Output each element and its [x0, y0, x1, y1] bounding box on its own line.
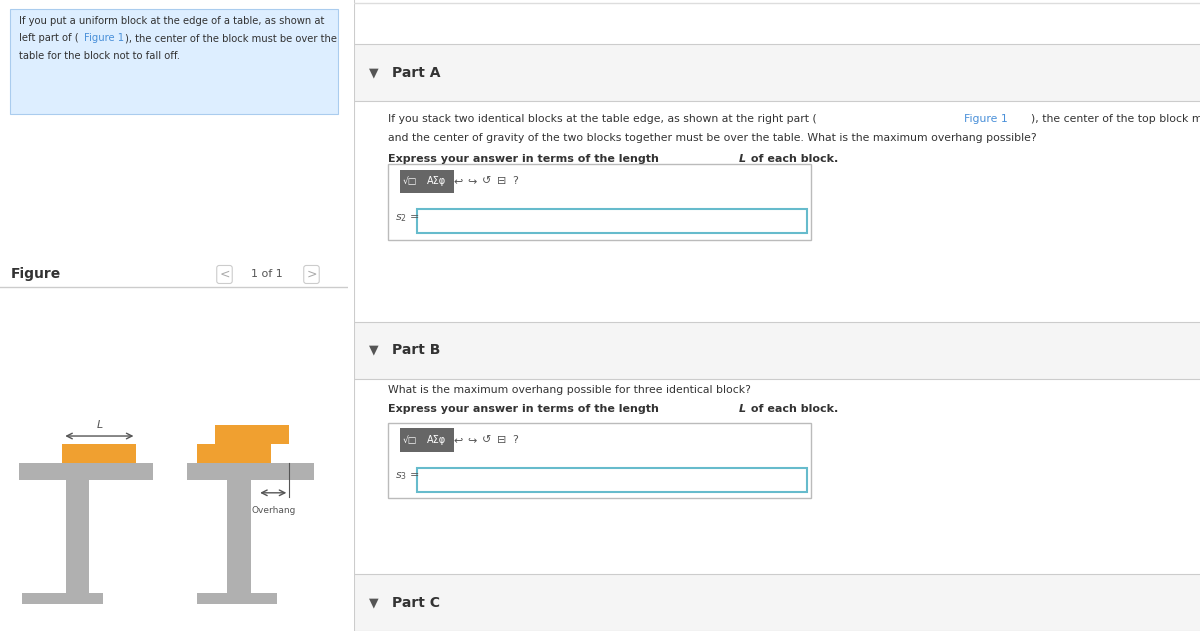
Text: ?: ?	[512, 177, 518, 186]
Text: $s_3$ =: $s_3$ =	[396, 471, 420, 482]
Text: ΑΣφ: ΑΣφ	[427, 435, 446, 445]
Text: ▼: ▼	[370, 344, 379, 357]
Bar	[187, 463, 314, 480]
FancyBboxPatch shape	[388, 423, 811, 498]
Text: √□: √□	[403, 435, 416, 445]
FancyBboxPatch shape	[418, 468, 806, 492]
Text: ), the center of the top block must be over the bottom block,: ), the center of the top block must be o…	[1031, 114, 1200, 124]
Bar	[62, 444, 137, 463]
Text: ↺: ↺	[482, 435, 492, 445]
Bar	[215, 425, 289, 444]
Bar	[197, 593, 277, 604]
Text: Figure: Figure	[11, 268, 61, 281]
Text: Figure 1: Figure 1	[964, 114, 1008, 124]
Text: L: L	[739, 404, 746, 414]
Bar	[19, 463, 154, 480]
Text: L: L	[739, 154, 746, 164]
Text: ↩: ↩	[454, 435, 463, 445]
FancyBboxPatch shape	[418, 209, 806, 233]
Text: ↪: ↪	[468, 435, 478, 445]
FancyBboxPatch shape	[400, 170, 420, 193]
FancyBboxPatch shape	[11, 9, 337, 114]
Text: L: L	[96, 420, 102, 430]
FancyBboxPatch shape	[420, 170, 454, 193]
Text: Part A: Part A	[392, 66, 440, 80]
Text: and the center of gravity of the two blocks together must be over the table. Wha: and the center of gravity of the two blo…	[388, 133, 1037, 143]
Text: What is the maximum overhang possible for three identical block?: What is the maximum overhang possible fo…	[388, 385, 751, 395]
Text: Overhang: Overhang	[251, 506, 295, 515]
Text: ↺: ↺	[482, 177, 492, 186]
Text: ⊟: ⊟	[497, 435, 506, 445]
Bar	[354, 322, 1200, 379]
Text: Part C: Part C	[392, 596, 440, 610]
Text: ↩: ↩	[454, 177, 463, 186]
Text: ▼: ▼	[370, 66, 379, 79]
Text: Express your answer in terms of the length: Express your answer in terms of the leng…	[388, 404, 662, 414]
Text: Part B: Part B	[392, 343, 440, 357]
Bar	[197, 444, 271, 463]
FancyBboxPatch shape	[388, 164, 811, 240]
Text: Express your answer in terms of the length: Express your answer in terms of the leng…	[388, 154, 662, 164]
Text: <: <	[220, 268, 229, 281]
Bar	[354, 44, 1200, 101]
Text: left part of (: left part of (	[19, 33, 79, 44]
Text: ↪: ↪	[468, 177, 478, 186]
Text: If you put a uniform block at the edge of a table, as shown at: If you put a uniform block at the edge o…	[19, 16, 324, 26]
Text: >: >	[306, 268, 317, 281]
Text: ?: ?	[512, 435, 518, 445]
Bar	[354, 574, 1200, 631]
Bar	[66, 480, 89, 593]
Text: of each block.: of each block.	[748, 404, 839, 414]
FancyBboxPatch shape	[400, 428, 420, 452]
Text: ▼: ▼	[370, 596, 379, 609]
Text: of each block.: of each block.	[748, 154, 839, 164]
Text: table for the block not to fall off.: table for the block not to fall off.	[19, 51, 180, 61]
Text: ⊟: ⊟	[497, 177, 506, 186]
Text: ), the center of the block must be over the: ), the center of the block must be over …	[125, 33, 336, 44]
FancyBboxPatch shape	[420, 428, 454, 452]
Text: 1 of 1: 1 of 1	[251, 269, 282, 280]
Bar	[227, 480, 251, 593]
Text: If you stack two identical blocks at the table edge, as shown at the right part : If you stack two identical blocks at the…	[388, 114, 816, 124]
Text: √□: √□	[403, 177, 416, 186]
Text: Figure 1: Figure 1	[84, 33, 124, 44]
Text: ΑΣφ: ΑΣφ	[427, 177, 446, 186]
Text: $s_2$ =: $s_2$ =	[396, 212, 420, 223]
Bar	[22, 593, 103, 604]
